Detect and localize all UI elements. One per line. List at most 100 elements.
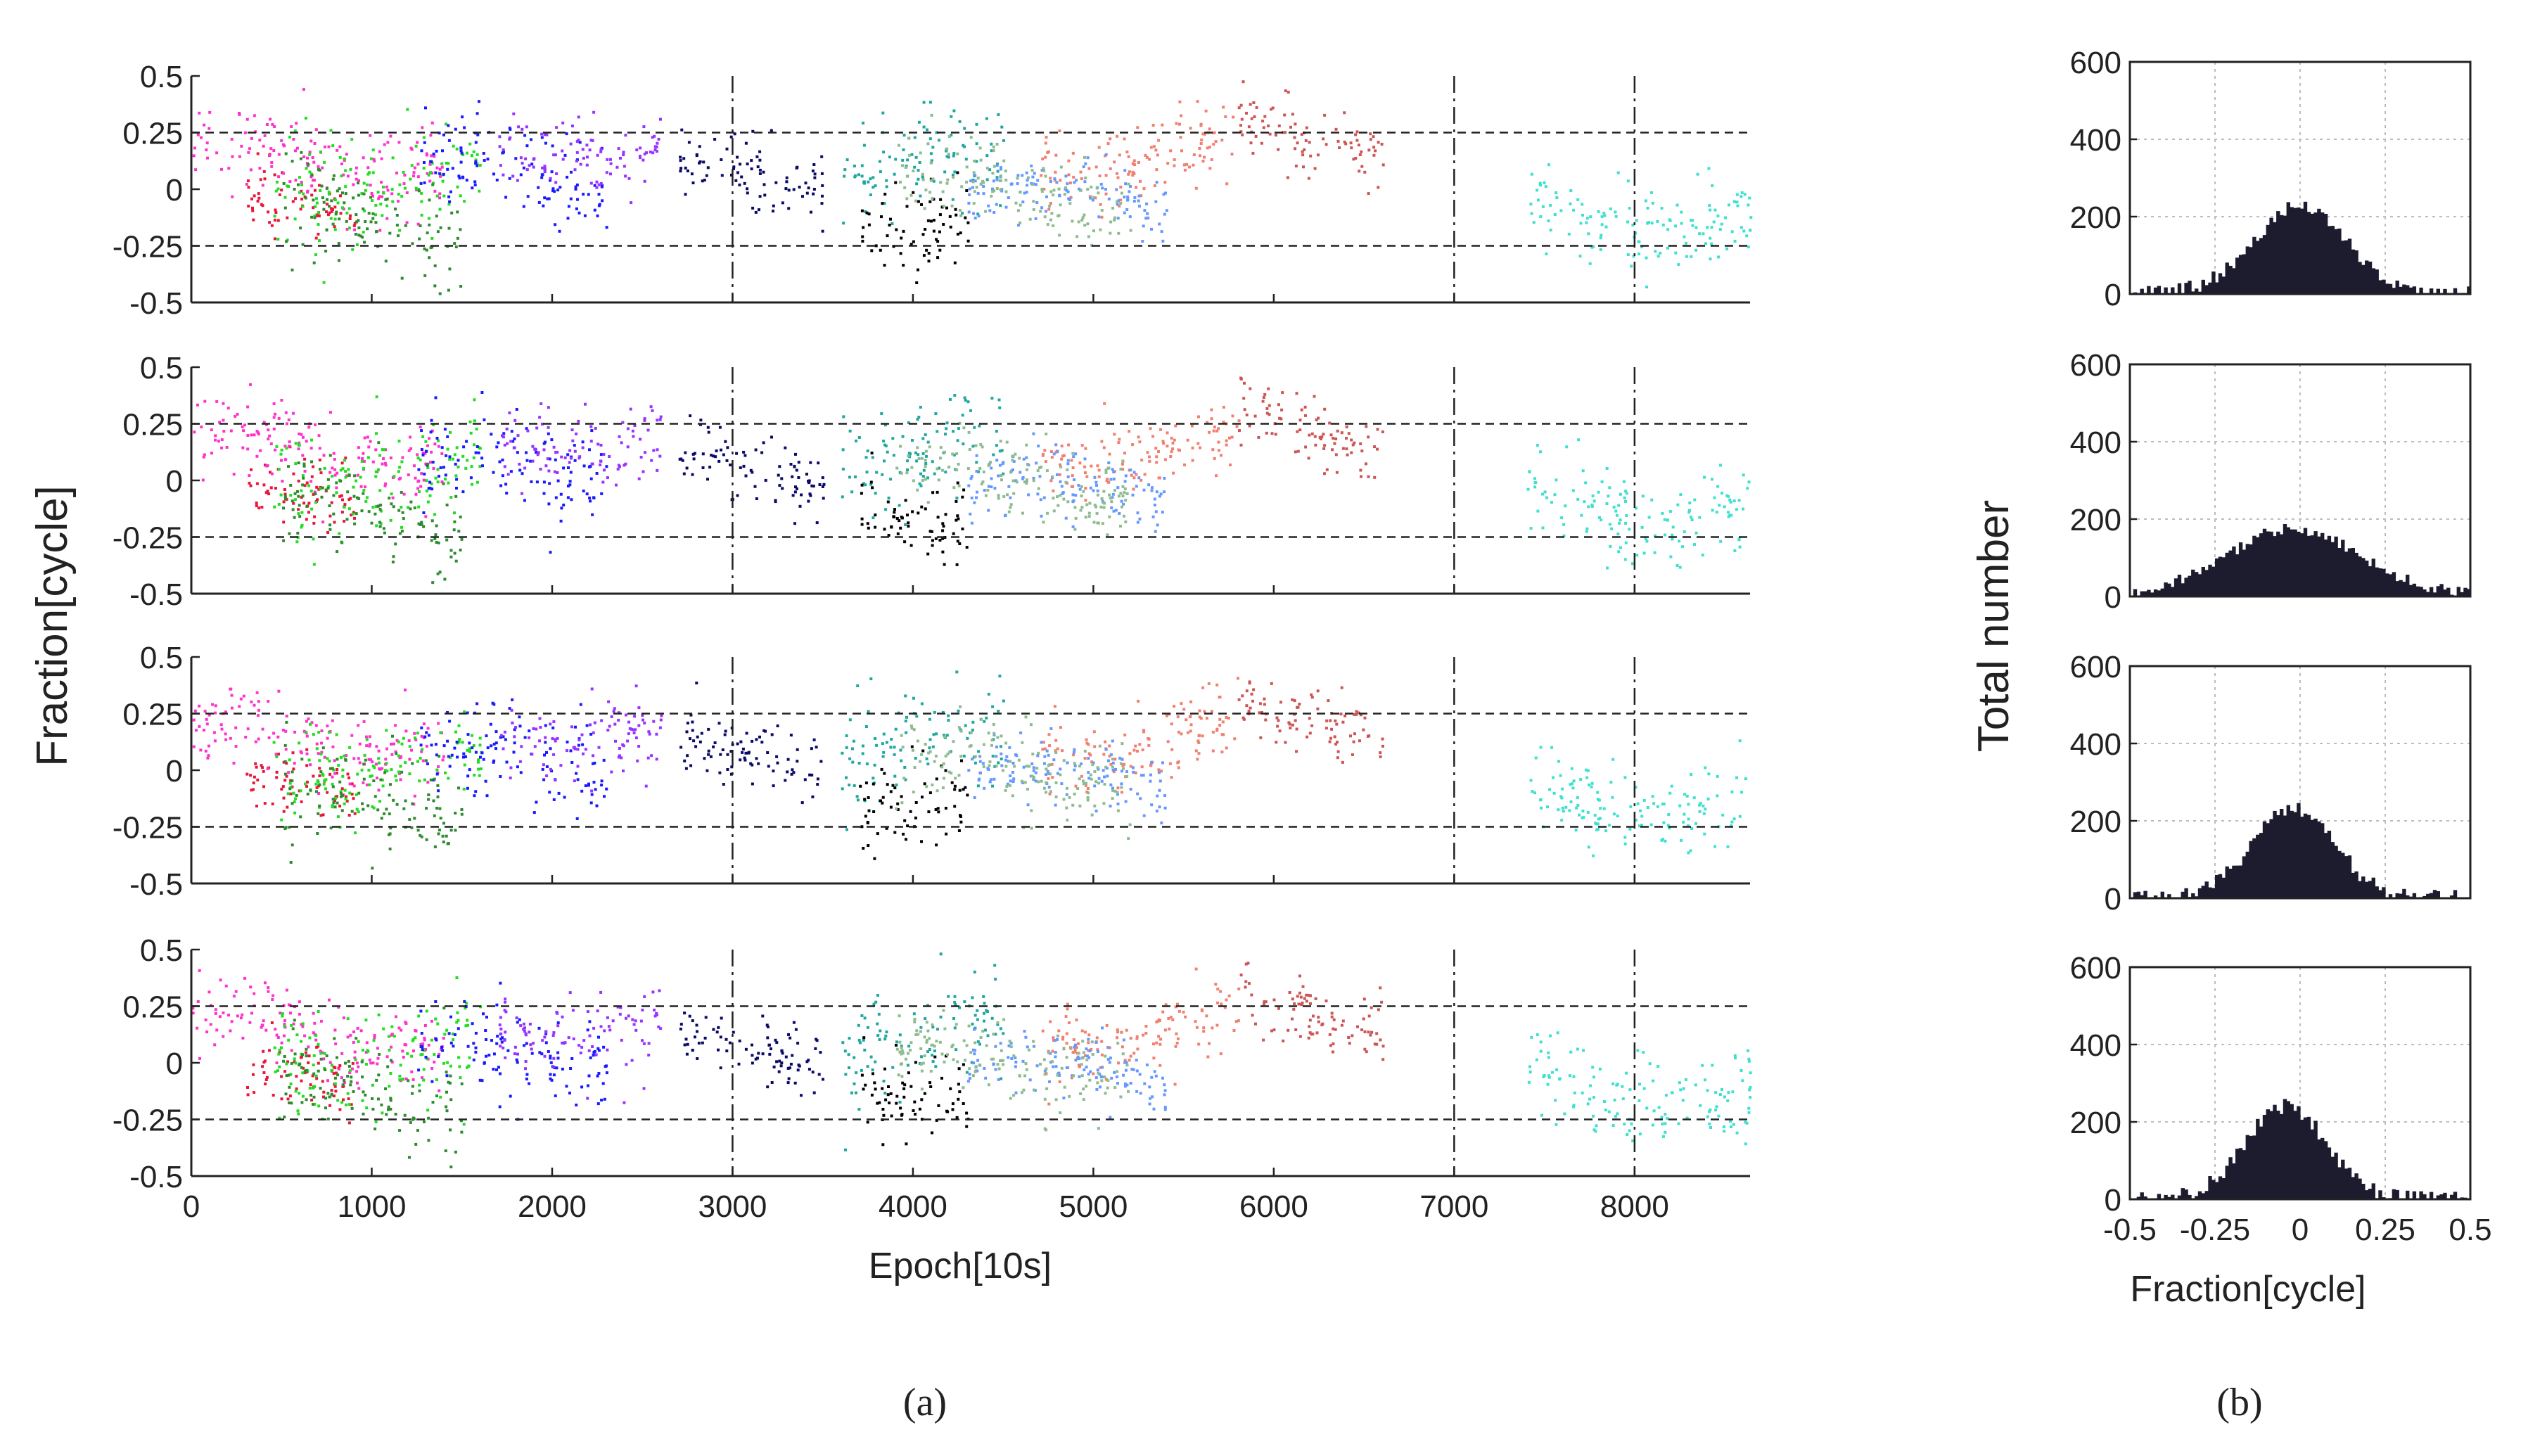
data-point <box>336 768 339 771</box>
data-point <box>1237 106 1241 110</box>
data-point <box>1616 171 1620 174</box>
data-point <box>950 772 953 775</box>
data-point <box>1165 209 1168 212</box>
data-point <box>1059 465 1063 468</box>
data-point <box>956 514 959 518</box>
data-point <box>362 781 365 784</box>
data-point <box>537 200 541 204</box>
data-point <box>253 992 256 995</box>
data-point <box>975 160 978 163</box>
data-point <box>1547 219 1550 222</box>
series-sat-9 <box>1237 80 1385 196</box>
data-point <box>394 774 397 778</box>
data-point <box>651 151 655 155</box>
data-point <box>449 430 452 434</box>
data-point <box>1016 174 1020 177</box>
data-point <box>435 807 439 810</box>
data-point <box>936 789 939 793</box>
data-point <box>1123 491 1126 494</box>
data-point <box>961 528 964 530</box>
data-point <box>991 190 995 193</box>
data-point <box>1664 533 1667 537</box>
data-point <box>775 755 779 758</box>
data-point <box>495 179 499 181</box>
data-point <box>463 763 466 767</box>
data-point <box>848 475 851 479</box>
data-point <box>889 217 892 221</box>
data-point <box>1119 525 1122 528</box>
data-point <box>214 1008 217 1011</box>
data-point <box>642 125 646 129</box>
data-point <box>924 462 928 465</box>
data-point <box>1009 779 1012 783</box>
data-point <box>378 521 381 524</box>
data-point <box>643 417 646 421</box>
data-point <box>383 531 386 535</box>
data-point <box>426 172 429 175</box>
data-point <box>414 738 418 741</box>
data-point <box>297 508 300 511</box>
data-point <box>936 490 939 494</box>
data-point <box>446 739 449 743</box>
data-point <box>283 492 287 496</box>
data-point <box>656 448 659 452</box>
data-point <box>1139 194 1143 198</box>
data-point <box>1247 125 1251 129</box>
data-point <box>1025 482 1028 485</box>
data-point <box>632 728 635 732</box>
data-point <box>1206 421 1209 424</box>
data-point <box>1310 696 1314 699</box>
data-point <box>551 144 554 148</box>
data-point <box>1660 207 1664 210</box>
data-point <box>1093 475 1097 479</box>
data-point <box>1668 510 1672 513</box>
data-point <box>1125 208 1129 211</box>
data-point <box>298 432 301 435</box>
data-point <box>987 768 990 771</box>
data-point <box>948 751 952 754</box>
data-point <box>1149 764 1152 767</box>
data-point <box>343 506 346 509</box>
data-point <box>430 450 433 454</box>
data-point <box>1567 232 1571 236</box>
data-point <box>1122 767 1125 770</box>
data-point <box>552 153 556 157</box>
data-point <box>990 743 993 747</box>
data-point <box>1654 534 1656 537</box>
data-point <box>1137 699 1140 703</box>
data-point <box>326 791 329 794</box>
data-point <box>1296 141 1299 145</box>
data-point <box>563 456 567 459</box>
data-point <box>1080 506 1084 509</box>
data-point <box>395 752 398 755</box>
data-point <box>255 454 259 458</box>
data-point <box>426 727 430 730</box>
data-point <box>328 1104 331 1107</box>
data-point <box>540 402 543 405</box>
data-point <box>275 1033 279 1037</box>
data-point <box>874 184 877 188</box>
data-point <box>449 755 452 759</box>
data-point <box>626 427 630 430</box>
series-sat-13 <box>282 441 464 585</box>
data-point <box>934 537 938 540</box>
data-point <box>1691 219 1694 222</box>
data-point <box>851 760 855 764</box>
data-point <box>318 804 321 807</box>
data-point <box>1597 210 1600 213</box>
data-point <box>1317 153 1320 157</box>
data-point <box>355 213 358 217</box>
data-point <box>214 434 217 438</box>
data-point <box>368 1059 371 1061</box>
data-point <box>1698 803 1702 807</box>
data-point <box>1334 742 1338 746</box>
data-point <box>901 746 905 749</box>
data-point <box>893 786 897 790</box>
data-point <box>990 397 994 400</box>
data-point <box>1054 170 1057 174</box>
data-point <box>869 177 872 181</box>
data-point <box>1107 480 1111 484</box>
data-point <box>712 745 715 748</box>
data-point <box>420 521 423 524</box>
data-point <box>1251 151 1255 155</box>
